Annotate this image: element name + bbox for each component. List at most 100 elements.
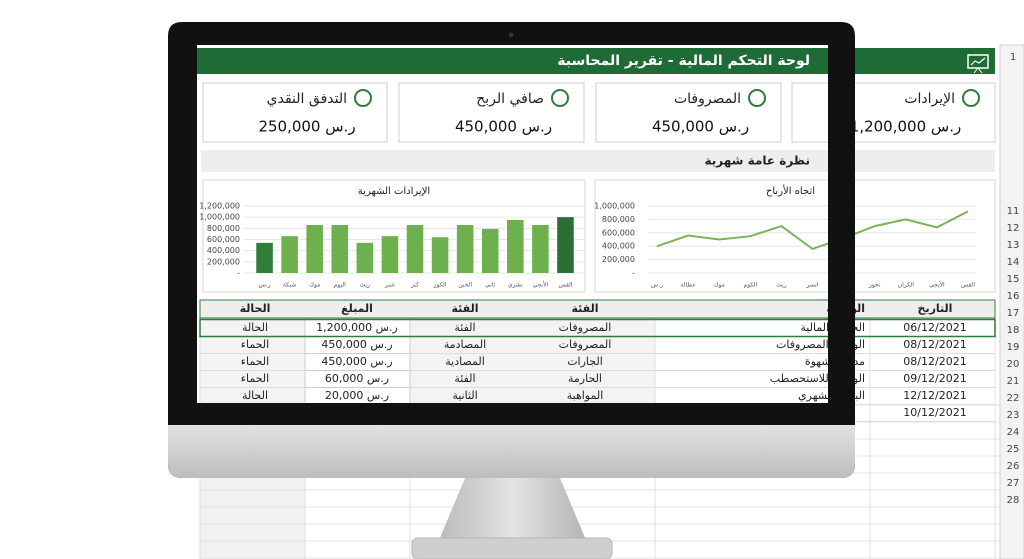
x-tick-label: الأبجي: [929, 281, 945, 289]
x-tick-label: ثاني: [485, 282, 495, 289]
x-tick-label: تخوز: [868, 282, 881, 289]
kpi-icon: [748, 89, 766, 107]
x-tick-label: عطالة: [680, 282, 695, 289]
row-number: 11: [1007, 206, 1020, 217]
x-tick-label: الكران: [898, 282, 915, 289]
x-tick-label: ريث: [360, 282, 371, 289]
y-tick-label: 1,000,000: [199, 213, 240, 222]
y-tick-label: -: [237, 269, 240, 278]
row-number: 22: [1007, 393, 1020, 404]
table-cell: 450,000 ر.س: [321, 338, 392, 351]
kpi-label: الإيرادات: [904, 91, 955, 107]
x-tick-label: الكوز: [433, 282, 447, 289]
kpi-value: 450,000 ر.س: [455, 118, 552, 136]
x-tick-label: شبكة: [283, 282, 296, 289]
x-tick-label: الكوم: [743, 282, 757, 289]
row-number: 1: [1010, 52, 1016, 63]
kpi-label: المصروفات: [674, 91, 741, 107]
row-number: 18: [1007, 325, 1020, 336]
row-number: 26: [1007, 461, 1020, 472]
table-cell: الحماء: [241, 355, 269, 368]
y-tick-label: 200,000: [207, 257, 240, 266]
table-cell: الجارات: [567, 355, 603, 368]
kpi-label: التدفق النقدي: [267, 91, 347, 107]
table-cell: المصروفات: [559, 321, 612, 334]
table-cell: الفئة: [454, 321, 475, 334]
spreadsheet: لوحة التحكم المالية - تقرير المحاسبة نظر…: [195, 44, 1024, 559]
table-cell: المصادية: [445, 355, 485, 368]
x-tick-label: ر.س: [258, 282, 270, 289]
table-cell: 10/12/2021: [903, 406, 966, 419]
row-number: 21: [1007, 376, 1020, 387]
row-header-column: [999, 44, 1024, 559]
table-cell: الثانية: [452, 389, 477, 402]
monitor-stand-neck: [437, 478, 588, 545]
table-cell: المصروفات: [559, 338, 612, 351]
table-cell: 450,000 ر.س: [321, 355, 392, 368]
x-tick-label: القس: [558, 282, 573, 289]
x-tick-label: موك: [309, 282, 320, 289]
bar: [431, 237, 449, 273]
row-number: 15: [1007, 274, 1020, 285]
x-tick-label: ريث: [776, 282, 787, 289]
kpi-card: [791, 82, 996, 143]
x-tick-label: نشري: [508, 282, 523, 289]
monitor-chin: [168, 425, 855, 478]
bar: [256, 242, 273, 273]
row-number: 23: [1007, 410, 1020, 421]
row-number: 20: [1007, 359, 1020, 370]
table-cell: 60,000 ر.س: [325, 372, 389, 385]
x-tick-label: القس: [961, 282, 976, 289]
y-tick-label: 400,000: [602, 242, 635, 251]
row-number: 13: [1007, 240, 1020, 251]
row-number: 27: [1007, 478, 1020, 489]
y-tick-label: 1,200,000: [199, 202, 240, 211]
x-tick-label: غنبر: [384, 282, 395, 289]
table-cell: الفئة: [454, 372, 475, 385]
table-header: الفئة: [572, 302, 599, 315]
table-header: المبلغ: [341, 302, 373, 315]
bar: [507, 219, 524, 273]
y-tick-label: -: [632, 269, 635, 278]
y-tick-label: 1,000,000: [594, 202, 635, 211]
bar: [557, 217, 574, 273]
table-cell: 06/12/2021: [903, 321, 966, 334]
bar: [406, 224, 424, 273]
table-cell: 08/12/2021: [903, 355, 966, 368]
row-number: 12: [1007, 223, 1020, 234]
table-cell: المصادمة: [444, 338, 486, 351]
chart-title: اتجاه الأرباح: [766, 184, 815, 197]
row-number: 16: [1007, 291, 1020, 302]
row-number: 19: [1007, 342, 1020, 353]
row-number: 14: [1007, 257, 1020, 268]
camera: [508, 32, 514, 38]
monitor: [168, 22, 855, 559]
table-cell: 20,000 ر.س: [325, 389, 389, 402]
table-cell: 08/12/2021: [903, 338, 966, 351]
table-header: الفئة: [452, 302, 479, 315]
x-tick-label: كنز: [410, 282, 419, 289]
table-cell: 1,200,000 ر.س: [316, 321, 398, 334]
bar: [281, 236, 298, 273]
y-tick-label: 800,000: [602, 215, 635, 224]
kpi-label: صافي الربح: [476, 91, 544, 107]
table-cell: الحماء: [241, 338, 269, 351]
table-cell: 09/12/2021: [903, 372, 966, 385]
chart-title: الإيرادات الشهرية: [358, 186, 430, 197]
bar: [481, 228, 499, 273]
row-number: 17: [1007, 308, 1020, 319]
x-tick-label: ر.س: [651, 282, 663, 289]
section-strip: [201, 150, 995, 172]
y-tick-label: 800,000: [207, 224, 240, 233]
table-header: الحالة: [240, 302, 271, 315]
table-cell: المواهبة: [567, 389, 604, 402]
kpi-icon: [551, 89, 569, 107]
table-cell: الحارمة: [568, 372, 602, 385]
x-tick-label: الأبجي: [533, 281, 549, 289]
bar: [456, 224, 474, 273]
y-tick-label: 400,000: [207, 246, 240, 255]
line: [656, 210, 969, 251]
bar: [381, 236, 399, 273]
